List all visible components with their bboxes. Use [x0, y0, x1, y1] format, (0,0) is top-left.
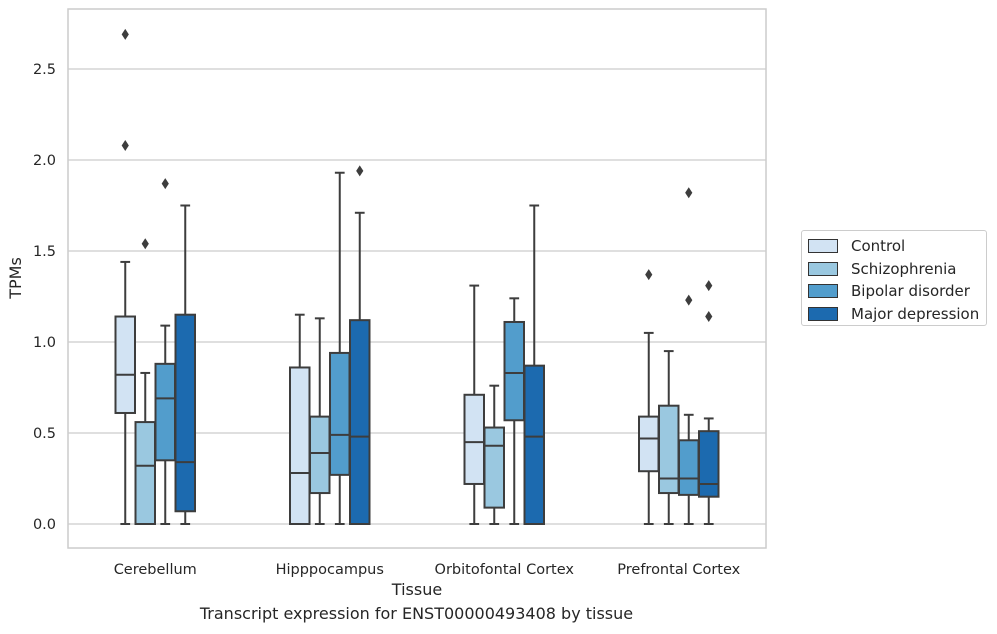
outlier-point [141, 238, 149, 250]
box [174, 313, 196, 513]
box [463, 393, 485, 485]
y-tick-label: 0.0 [33, 517, 56, 533]
legend-item: Control [808, 235, 986, 258]
box-major-depression [698, 280, 720, 525]
outlier-point [356, 165, 364, 177]
x-tick-label: Orbitofontal Cortex [435, 562, 575, 578]
legend-swatch [808, 284, 838, 299]
x-tick-labels: Cerebellum Hipppocampus Orbitofontal Corte… [114, 562, 741, 578]
box-schizophrenia [658, 350, 680, 525]
legend-item: Bipolar disorder [808, 280, 986, 303]
x-tick-label: Hipppocampus [276, 562, 384, 578]
legend-label: Control [851, 237, 906, 256]
x-axis-label: Tissue [391, 580, 442, 599]
box [289, 366, 311, 526]
legend: Control Schizophrenia Bipolar disorder Majo… [801, 230, 987, 326]
y-tick-label: 0.5 [33, 426, 56, 442]
y-axis-label: TPMs [6, 257, 25, 300]
outlier-point [121, 28, 129, 40]
y-tick-label: 1.5 [33, 244, 56, 260]
box [329, 351, 351, 476]
box-major-depression [174, 204, 196, 525]
box [154, 362, 176, 462]
legend-label: Schizophrenia [851, 259, 957, 278]
y-tick-label: 2.0 [33, 153, 56, 169]
chart-caption: Transcript expression for ENST0000049340… [199, 604, 634, 623]
outlier-point [685, 187, 693, 199]
x-tick-label: Prefrontal Cortex [617, 562, 740, 578]
outlier-point [121, 139, 129, 151]
box-control [463, 284, 485, 525]
y-tick-label: 1.0 [33, 335, 56, 351]
y-tick-label: 2.5 [33, 62, 56, 78]
box-major-depression [523, 204, 545, 525]
box-schizophrenia [134, 238, 156, 525]
box-bipolar-disorder [154, 178, 176, 525]
x-tick-label: Cerebellum [114, 562, 197, 578]
box [483, 426, 505, 509]
plot-frame [67, 8, 767, 549]
legend-label: Bipolar disorder [851, 282, 970, 301]
box [309, 415, 331, 495]
box [638, 415, 660, 473]
legend-swatch [808, 306, 838, 321]
y-tick-labels: 0.0 0.5 1.0 1.5 2.0 2.5 [33, 62, 56, 533]
box [658, 404, 680, 495]
outlier-point [645, 269, 653, 281]
box [114, 315, 136, 414]
box-bipolar-disorder [503, 297, 525, 525]
outlier-point [685, 294, 693, 306]
box-control [114, 28, 136, 525]
box [349, 319, 371, 525]
box-control [289, 313, 311, 526]
box [503, 320, 525, 422]
box-bipolar-disorder [678, 187, 700, 525]
legend-swatch [808, 239, 838, 254]
legend-item: Schizophrenia [808, 258, 986, 281]
box [698, 430, 720, 498]
box [523, 364, 545, 525]
plot-marks [114, 28, 720, 526]
outlier-point [705, 311, 713, 323]
box [134, 421, 156, 525]
legend-swatch [808, 261, 838, 276]
legend-label: Major depression [851, 304, 980, 323]
box-control [638, 269, 660, 525]
box-bipolar-disorder [329, 171, 351, 525]
box [678, 439, 700, 496]
outlier-point [705, 280, 713, 292]
box-schizophrenia [309, 317, 331, 525]
outlier-point [161, 178, 169, 190]
box-schizophrenia [483, 384, 505, 525]
legend-item: Major depression [808, 303, 986, 326]
box-major-depression [349, 165, 371, 525]
